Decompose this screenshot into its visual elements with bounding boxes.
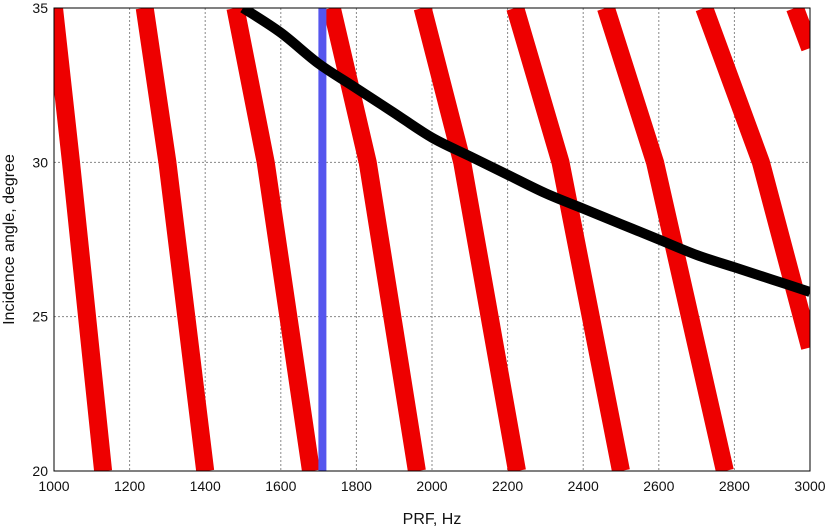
red-band-4: [323, 8, 426, 471]
red-band-2: [135, 8, 215, 471]
x-tick-label: 2000: [416, 478, 447, 494]
x-axis-label: PRF, Hz: [403, 511, 462, 528]
black-curve: [240, 8, 810, 297]
x-tick-label: 1600: [265, 478, 296, 494]
x-tick-label: 2600: [643, 478, 674, 494]
red-band-9: [786, 8, 810, 52]
red-band-3: [226, 8, 320, 471]
x-tick-label: 1400: [190, 478, 221, 494]
y-tick-label: 35: [32, 0, 48, 16]
y-tick-label: 20: [32, 463, 48, 479]
red-band-1: [54, 8, 113, 471]
red-band-5: [413, 8, 526, 471]
x-tick-label: 3000: [794, 478, 825, 494]
x-tick-label: 2400: [568, 478, 599, 494]
red-band-7: [597, 8, 734, 471]
x-tick-label: 2800: [719, 478, 750, 494]
y-axis-label: Incidence angle, degree: [1, 154, 18, 325]
red-band-6: [506, 8, 630, 471]
x-tick-label: 1000: [38, 478, 69, 494]
x-tick-label: 1800: [341, 478, 372, 494]
y-tick-label: 30: [32, 154, 48, 170]
x-tick-label: 2200: [492, 478, 523, 494]
black-curve-layer: [240, 8, 810, 297]
y-tick-labels: 20 25 30 35: [32, 0, 48, 479]
x-tick-label: 1200: [114, 478, 145, 494]
plot-frame: [53, 7, 811, 472]
y-tick-label: 25: [32, 309, 48, 325]
x-tick-labels: 1000 1200 1400 1600 1800 2000 2200 2400 2600 2800…: [38, 478, 825, 494]
